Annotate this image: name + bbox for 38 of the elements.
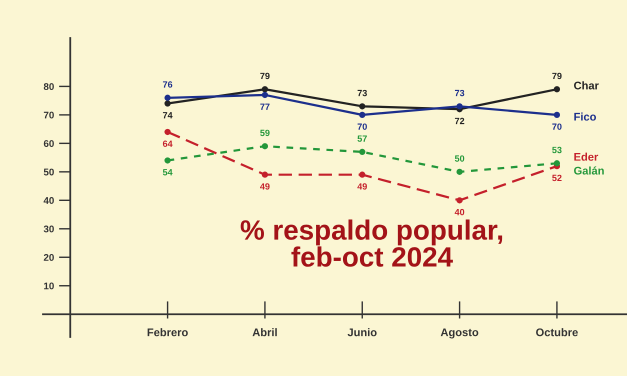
data-label: 49 bbox=[357, 183, 367, 190]
data-label: 49 bbox=[260, 183, 270, 190]
data-label: 73 bbox=[358, 90, 367, 96]
series-label: Galán bbox=[574, 166, 604, 175]
data-label: 70 bbox=[552, 123, 562, 130]
y-tick-label: 80 bbox=[44, 83, 54, 90]
y-tick-label: 50 bbox=[44, 168, 54, 176]
x-tick-label: Abril bbox=[252, 328, 277, 336]
data-label: 79 bbox=[260, 72, 270, 80]
data-label: 64 bbox=[162, 140, 173, 147]
y-tick-label: 60 bbox=[44, 140, 54, 147]
text: % respaldo popular, feb-oct 2024 bbox=[240, 219, 502, 267]
data-label: 54 bbox=[162, 169, 173, 176]
y-tick-label: 10 bbox=[44, 282, 54, 290]
data-label: 52 bbox=[552, 174, 562, 182]
x-tick-label: Octubre bbox=[536, 328, 578, 336]
data-label: 40 bbox=[454, 208, 464, 216]
data-label: 53 bbox=[552, 146, 562, 154]
data-label: 73 bbox=[454, 90, 464, 96]
y-tick-label: 40 bbox=[44, 197, 54, 204]
data-label: 76 bbox=[162, 81, 172, 88]
y-tick-label: 70 bbox=[44, 112, 54, 119]
data-label: 59 bbox=[260, 130, 270, 136]
data-label: 70 bbox=[358, 123, 367, 130]
data-label: 77 bbox=[260, 104, 270, 110]
data-label: 72 bbox=[454, 118, 464, 124]
x-tick-label: Febrero bbox=[148, 328, 188, 336]
y-tick-label: 30 bbox=[44, 226, 54, 232]
series-label: Char bbox=[574, 81, 599, 90]
y-tick-label: 20 bbox=[44, 254, 54, 261]
data-label: 57 bbox=[358, 135, 367, 142]
x-tick-label: Junio bbox=[348, 328, 377, 336]
data-label: 74 bbox=[162, 112, 173, 118]
series-label: Eder bbox=[574, 152, 598, 161]
data-label: 50 bbox=[454, 155, 464, 162]
series-label: Fico bbox=[574, 112, 596, 121]
data-label: 79 bbox=[552, 72, 562, 80]
x-tick-label: Agosto bbox=[440, 328, 478, 338]
